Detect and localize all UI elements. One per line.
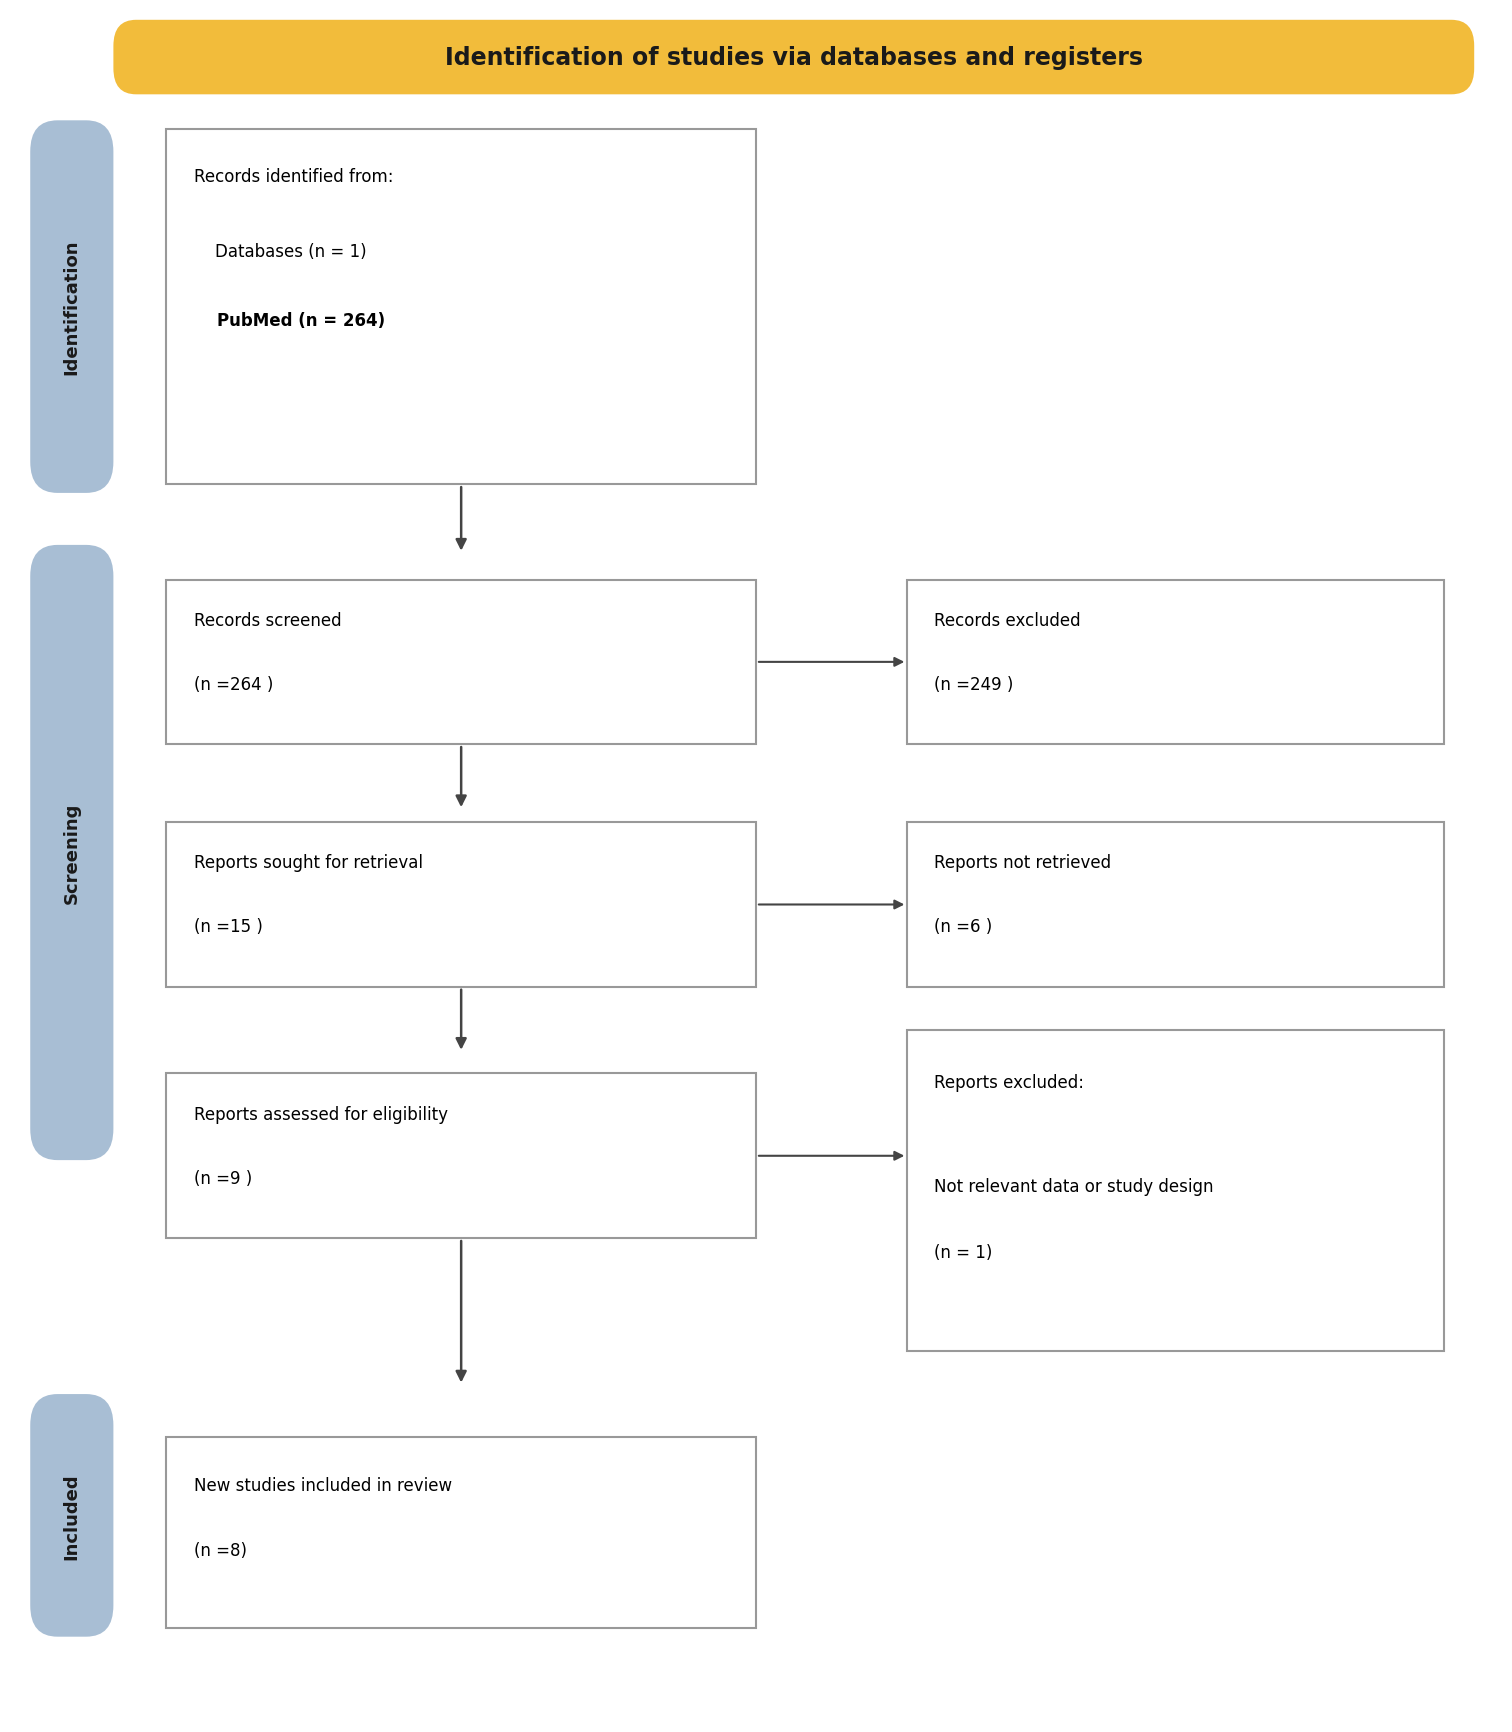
Text: (n = 1): (n = 1) [934,1244,993,1261]
Bar [907,823,1444,987]
Text: Screening: Screening [64,802,80,904]
Text: Identification: Identification [64,239,80,376]
Text: Included: Included [64,1472,80,1559]
Text: Identification of studies via databases and registers: Identification of studies via databases … [445,47,1143,69]
FancyBboxPatch shape [113,21,1474,95]
Text: Reports excluded:: Reports excluded: [934,1074,1084,1091]
Text: (n =15 ): (n =15 ) [194,918,263,935]
Bar [166,130,756,485]
Bar [907,580,1444,745]
Bar [166,1438,756,1628]
Text: Not relevant data or study design: Not relevant data or study design [934,1178,1214,1195]
Text: New studies included in review: New studies included in review [194,1476,452,1493]
Text: Databases (n = 1): Databases (n = 1) [194,242,366,260]
Text: Records screened: Records screened [194,611,342,629]
Bar [166,1074,756,1238]
FancyBboxPatch shape [30,546,113,1160]
Bar [166,823,756,987]
Text: Reports not retrieved: Reports not retrieved [934,854,1111,871]
Text: (n =6 ): (n =6 ) [934,918,993,935]
Bar [166,580,756,745]
Text: (n =264 ): (n =264 ) [194,675,272,693]
Text: PubMed (n = 264): PubMed (n = 264) [194,312,384,329]
Text: Records excluded: Records excluded [934,611,1081,629]
Text: (n =9 ): (n =9 ) [194,1169,253,1186]
FancyBboxPatch shape [30,1394,113,1637]
Bar [907,1031,1444,1351]
Text: (n =8): (n =8) [194,1541,246,1559]
Text: Reports sought for retrieval: Reports sought for retrieval [194,854,422,871]
Text: Records identified from:: Records identified from: [194,168,393,185]
FancyBboxPatch shape [30,121,113,494]
Text: (n =249 ): (n =249 ) [934,675,1013,693]
Text: Reports assessed for eligibility: Reports assessed for eligibility [194,1105,448,1122]
